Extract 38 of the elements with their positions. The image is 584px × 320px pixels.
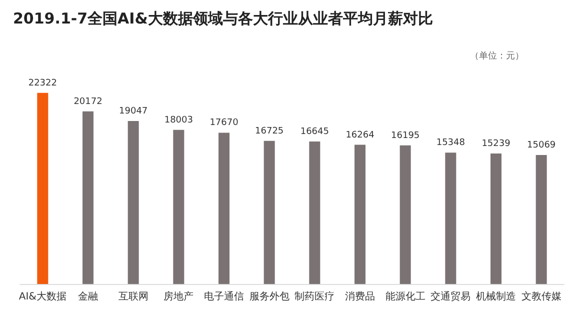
data-label: 16264	[346, 130, 375, 140]
data-label: 15348	[436, 138, 466, 148]
bar	[82, 111, 94, 284]
bar	[218, 132, 230, 284]
bar	[309, 142, 320, 284]
x-tick-label: 文教传媒	[521, 290, 562, 302]
data-label: 18003	[164, 115, 193, 126]
bar	[536, 155, 547, 284]
data-label: 20172	[74, 96, 102, 107]
bar	[445, 152, 456, 284]
data-label: 15239	[482, 139, 511, 150]
bar	[264, 140, 275, 284]
x-tick-label: 机械制造	[476, 290, 516, 302]
bar	[173, 130, 184, 284]
bar	[354, 144, 366, 284]
data-label: 16195	[391, 130, 420, 141]
x-tick-label: 服务外包	[249, 290, 290, 302]
data-label: 22322	[28, 78, 57, 88]
bar	[490, 154, 502, 284]
data-label: 16645	[300, 127, 329, 138]
x-tick-label: 消费品	[345, 290, 375, 302]
text: （单位：元）	[470, 50, 524, 62]
x-tick-label: AI&大数据	[18, 290, 66, 302]
x-tick-label: 电子通信	[204, 290, 244, 302]
x-tick-label: 制药医疗	[294, 290, 335, 302]
bar	[400, 145, 411, 284]
data-label: 15069	[527, 140, 556, 151]
bar	[128, 120, 139, 284]
chart-title: 2019.1-7全国AI&大数据领域与各大行业从业者平均月薪对比	[13, 10, 433, 28]
data-label: 17670	[210, 118, 239, 128]
x-tick-label: 能源化工	[385, 290, 426, 302]
data-label: 19047	[119, 106, 148, 116]
data-label: 16725	[255, 126, 284, 136]
x-tick-label: 金融	[78, 290, 98, 302]
x-tick-label: 交通贸易	[430, 290, 471, 302]
x-tick-label: 房地产	[164, 290, 194, 302]
bar	[37, 92, 48, 284]
x-tick-label: 互联网	[118, 290, 148, 302]
